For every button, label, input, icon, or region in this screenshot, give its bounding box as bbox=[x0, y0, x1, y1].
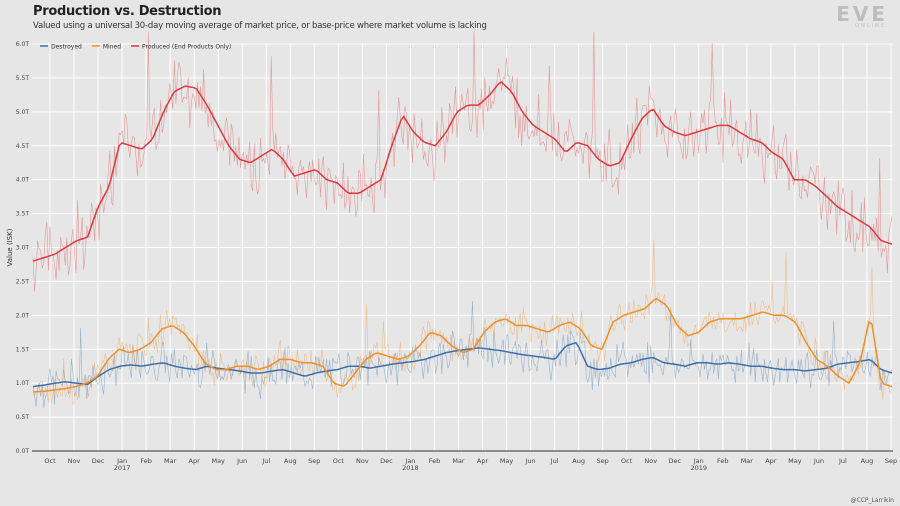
x-tick-label: Jun bbox=[236, 457, 247, 465]
x-tick-label: Jan bbox=[693, 457, 704, 465]
x-tick-label: Sep bbox=[885, 457, 897, 465]
x-tick-label: May bbox=[211, 457, 225, 465]
legend-label-0: Destroyed bbox=[51, 44, 82, 51]
x-tick-label: Jul bbox=[838, 457, 847, 465]
legend-label-1: Mined bbox=[103, 44, 121, 51]
x-tick-label: Mar bbox=[741, 457, 754, 465]
x-tick-label: Jul bbox=[550, 457, 559, 465]
series-line-1 bbox=[32, 297, 893, 393]
x-tick-label: Aug bbox=[284, 457, 297, 465]
y-tick-label: 6.0T bbox=[16, 41, 30, 48]
x-tick-label: Dec bbox=[92, 457, 105, 465]
y-tick-label: 2.0T bbox=[16, 312, 30, 319]
chart-subtitle: Valued using a universal 30-day moving a… bbox=[33, 21, 487, 31]
legend-label-2: Produced (End Products Only) bbox=[142, 44, 231, 51]
y-tick-label: 0.0T bbox=[16, 448, 30, 455]
x-tick-label: Nov bbox=[68, 457, 81, 465]
x-tick-label: Oct bbox=[621, 457, 633, 465]
y-tick-label: 2.5T bbox=[16, 278, 30, 285]
y-tick-label: 5.5T bbox=[16, 75, 30, 82]
x-tick-label: Oct bbox=[44, 457, 56, 465]
x-tick-label: May bbox=[500, 457, 514, 465]
x-tick-year: 2018 bbox=[402, 464, 419, 472]
series-raw-2 bbox=[32, 30, 893, 292]
y-axis-label: Value (ISK) bbox=[6, 228, 14, 266]
chart-title: Production vs. Destruction bbox=[33, 4, 222, 19]
series-raw-1 bbox=[32, 239, 893, 406]
credit-label: @CCP_Larrikin bbox=[850, 497, 894, 504]
x-tick-label: Nov bbox=[356, 457, 369, 465]
x-tick-label: Sep bbox=[597, 457, 609, 465]
x-tick-label: Nov bbox=[644, 457, 657, 465]
x-tick-label: Aug bbox=[572, 457, 585, 465]
y-tick-label: 4.0T bbox=[16, 177, 30, 184]
y-tick-label: 1.5T bbox=[16, 346, 30, 353]
x-tick-label: Dec bbox=[668, 457, 681, 465]
x-tick-label: Mar bbox=[452, 457, 465, 465]
x-tick-label: Jun bbox=[813, 457, 824, 465]
x-tick-label: Feb bbox=[140, 457, 152, 465]
x-tick-label: Mar bbox=[164, 457, 177, 465]
x-tick-label: Feb bbox=[429, 457, 441, 465]
x-tick-label: Aug bbox=[861, 457, 874, 465]
x-tick-label: Feb bbox=[717, 457, 729, 465]
eve-logo: EVE bbox=[836, 2, 888, 26]
x-tick-label: Jul bbox=[261, 457, 270, 465]
series-line-0 bbox=[32, 341, 893, 388]
y-tick-label: 4.5T bbox=[16, 143, 30, 150]
y-tick-label: 5.0T bbox=[16, 109, 30, 116]
x-tick-label: Jun bbox=[524, 457, 535, 465]
x-tick-label: May bbox=[788, 457, 802, 465]
y-tick-label: 0.5T bbox=[16, 414, 30, 421]
x-tick-label: Apr bbox=[765, 457, 777, 465]
x-tick-label: Apr bbox=[189, 457, 201, 465]
x-tick-label: Jan bbox=[116, 457, 127, 465]
series-line-2 bbox=[32, 81, 893, 262]
eve-logo-subtext: ONLINE bbox=[855, 23, 886, 29]
x-tick-year: 2017 bbox=[114, 464, 131, 472]
y-tick-label: 1.0T bbox=[16, 380, 30, 387]
x-tick-label: Jan bbox=[404, 457, 415, 465]
x-tick-label: Apr bbox=[477, 457, 489, 465]
x-tick-label: Dec bbox=[380, 457, 393, 465]
x-tick-label: Oct bbox=[333, 457, 345, 465]
x-tick-year: 2019 bbox=[690, 464, 707, 472]
y-tick-label: 3.5T bbox=[16, 211, 30, 218]
y-tick-label: 3.0T bbox=[16, 245, 30, 252]
x-tick-label: Sep bbox=[308, 457, 320, 465]
